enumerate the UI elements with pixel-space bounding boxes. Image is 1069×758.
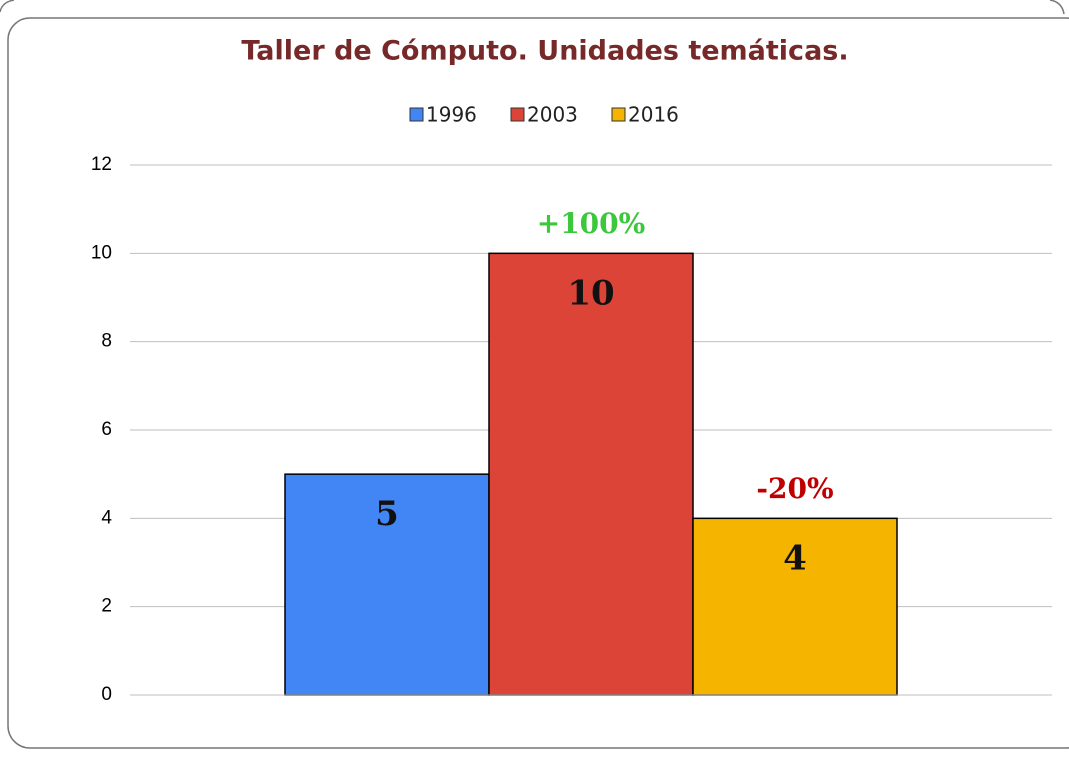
bar (488, 252, 694, 696)
chart-title: Taller de Cómputo. Unidades temáticas. (241, 36, 848, 67)
legend-swatch (409, 107, 424, 122)
data-label: 4 (783, 538, 807, 578)
y-tick-label: 0 (101, 684, 112, 705)
y-tick-label: 8 (101, 331, 112, 352)
annotation: +100% (537, 207, 646, 240)
legend-label: 2003 (527, 103, 578, 127)
y-tick-label: 4 (101, 507, 112, 528)
y-tick-label: 10 (91, 242, 112, 263)
data-label: 5 (375, 494, 399, 534)
legend-label: 2016 (628, 103, 679, 127)
y-tick-label: 12 (91, 154, 112, 175)
legend-swatch (611, 107, 626, 122)
legend-label: 1996 (426, 103, 477, 127)
annotation: -20% (756, 472, 833, 505)
y-tick-label: 2 (101, 596, 112, 617)
bar (692, 517, 898, 696)
frame-top (0, 0, 1065, 15)
legend-swatch (510, 107, 525, 122)
y-tick-label: 6 (101, 419, 112, 440)
data-label: 10 (567, 273, 614, 313)
